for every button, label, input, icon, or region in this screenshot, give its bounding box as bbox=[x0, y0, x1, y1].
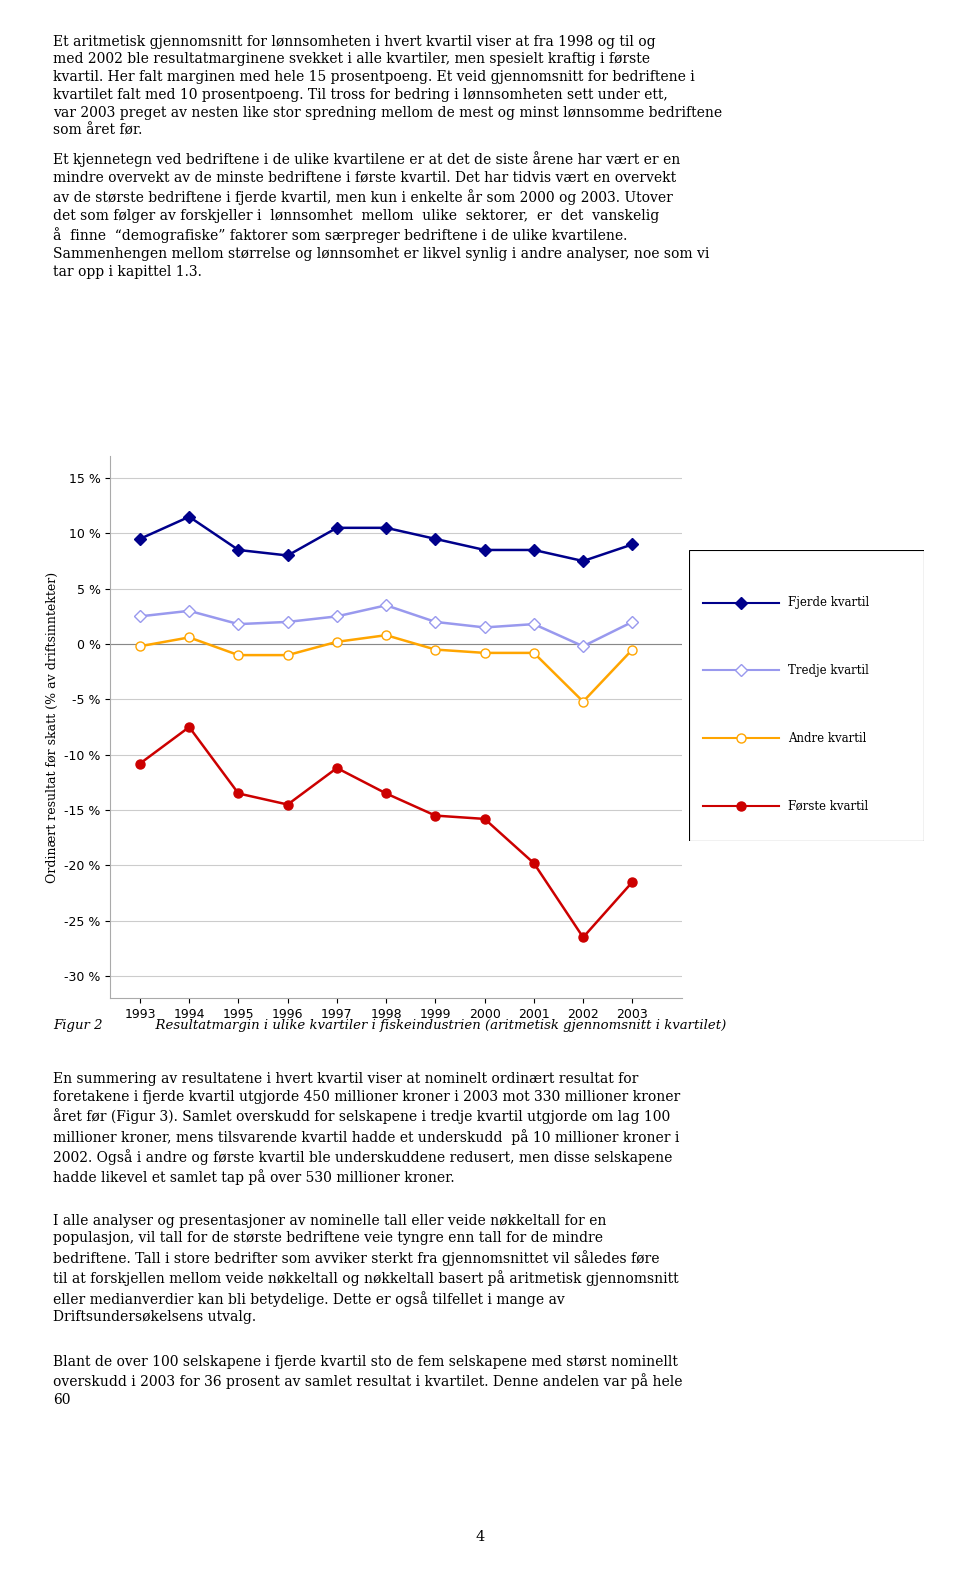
Text: 4: 4 bbox=[475, 1530, 485, 1544]
Text: Andre kvartil: Andre kvartil bbox=[788, 731, 867, 745]
Text: Et aritmetisk gjennomsnitt for lønnsomheten i hvert kvartil viser at fra 1998 og: Et aritmetisk gjennomsnitt for lønnsomhe… bbox=[53, 35, 722, 138]
Text: Første kvartil: Første kvartil bbox=[788, 800, 868, 813]
Text: Et kjennetegn ved bedriftene i de ulike kvartilene er at det de siste årene har : Et kjennetegn ved bedriftene i de ulike … bbox=[53, 151, 709, 278]
Y-axis label: Ordinært resultat før skatt (% av driftsinntekter): Ordinært resultat før skatt (% av drifts… bbox=[46, 572, 59, 882]
Text: Figur 2    Resultatmargin i ulike kvartiler i fiskeindustrien (aritmetisk gjenno: Figur 2 Resultatmargin i ulike kvartiler… bbox=[53, 1019, 726, 1031]
Text: I alle analyser og presentasjoner av nominelle tall eller veide nøkkeltall for e: I alle analyser og presentasjoner av nom… bbox=[53, 1214, 679, 1325]
Text: Tredje kvartil: Tredje kvartil bbox=[788, 663, 869, 678]
FancyBboxPatch shape bbox=[689, 550, 924, 841]
Text: En summering av resultatene i hvert kvartil viser at nominelt ordinært resultat : En summering av resultatene i hvert kvar… bbox=[53, 1072, 680, 1185]
Text: Blant de over 100 selskapene i fjerde kvartil sto de fem selskapene med størst n: Blant de over 100 selskapene i fjerde kv… bbox=[53, 1355, 683, 1407]
Text: Fjerde kvartil: Fjerde kvartil bbox=[788, 596, 870, 608]
